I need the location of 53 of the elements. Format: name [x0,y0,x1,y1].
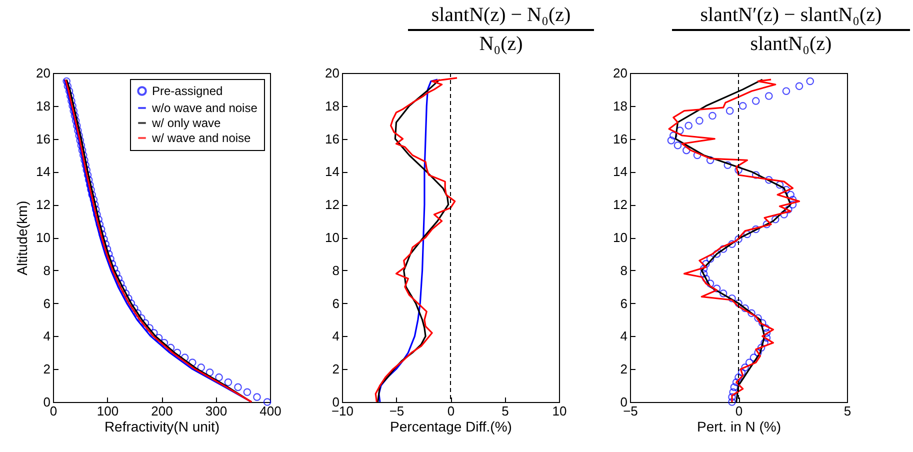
chart-subtitle: slantN₀(z) [749,32,833,56]
y-tick-label: 10 [325,230,340,245]
chart-subtitle: N₀(z) [478,32,524,56]
x-tick-label: 10 [552,404,567,418]
y-tick-label: 16 [325,131,340,146]
legend-label: w/o wave and noise [151,101,258,115]
x-axis-title: Percentage Diff.(%) [390,418,512,434]
y-axis-title: Altitude(km) [14,200,30,276]
y-tick-label: 8 [43,262,50,278]
y-tick-label: 4 [620,328,628,344]
line-series [378,78,438,403]
y-tick-label: 20 [36,66,50,80]
x-tick-label: 5 [502,404,509,418]
y-tick-label: 20 [325,66,340,80]
y-tick-label: 2 [620,362,628,377]
y-tick-label: 8 [332,262,340,278]
y-tick-label: 2 [43,362,50,377]
y-tick-label: 14 [613,164,628,180]
y-tick-label: 6 [43,296,50,311]
x-tick-label: 200 [151,404,173,418]
x-tick-label: 5 [844,404,852,418]
x-tick-label: −5 [389,404,404,418]
y-tick-label: 4 [332,328,340,344]
y-tick-label: 10 [613,230,628,245]
y-tick-label: 12 [613,197,628,212]
x-tick-label: 0 [447,404,455,418]
x-tick-label: 100 [96,404,119,418]
y-tick-label: 4 [43,328,50,344]
x-axis-title: Pert. in N (%) [696,418,782,434]
x-tick-label: 400 [260,404,282,418]
y-tick-label: 14 [36,164,50,180]
legend-label: w/ wave and noise [151,131,252,145]
y-tick-label: 6 [620,296,628,311]
legend-label: w/ only wave [151,116,222,130]
y-tick-label: 12 [325,197,340,212]
y-tick-label: 18 [36,98,50,114]
y-tick-label: 10 [36,230,50,245]
y-tick-label: 16 [613,131,628,146]
legend-label: Pre-assigned [152,84,223,98]
y-tick-label: 8 [620,262,628,278]
x-axis-title: Refractivity(N unit) [104,418,220,434]
chart-title: slantN(z) − N₀(z) [408,4,594,31]
y-tick-label: 2 [332,362,340,377]
y-tick-label: 18 [613,98,628,114]
y-tick-label: 20 [613,66,628,80]
y-tick-label: 6 [332,296,340,311]
y-tick-label: 12 [36,197,50,212]
y-tick-label: 16 [36,131,50,146]
chart-title: slantN′(z) − slantN₀(z) [672,4,910,31]
x-tick-label: 0 [735,404,743,418]
x-tick-label: 300 [205,404,228,418]
y-tick-label: 18 [325,98,340,114]
y-tick-label: 14 [325,164,340,180]
